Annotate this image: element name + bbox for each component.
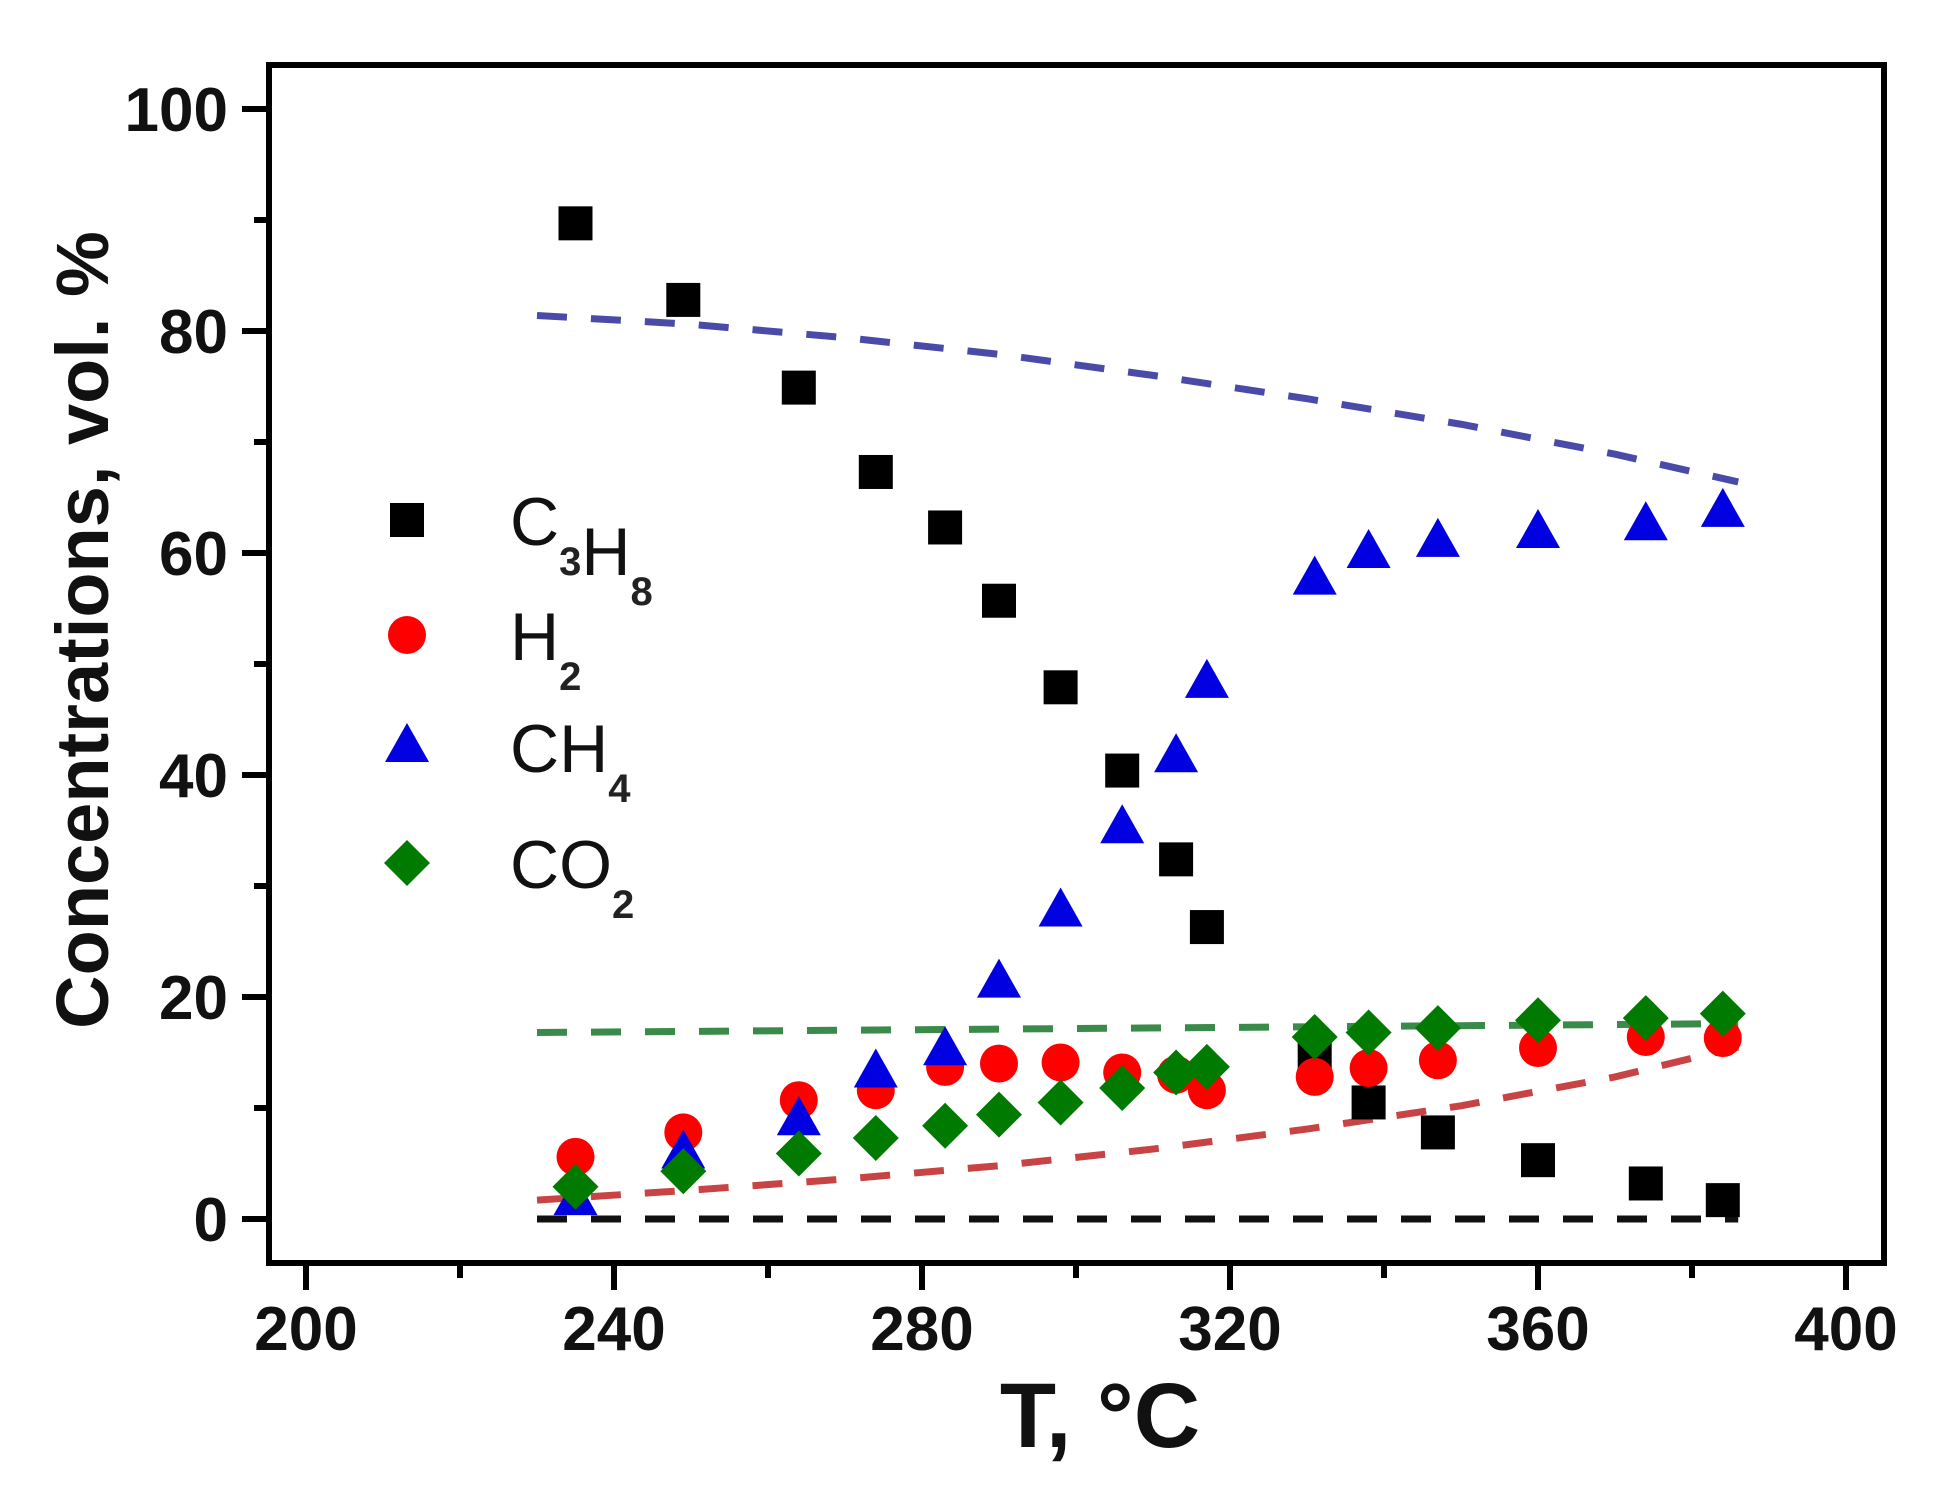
x-tick-label: 320 [1178, 1295, 1281, 1364]
legend-triangle-icon [385, 723, 429, 762]
circle-marker [1295, 1057, 1334, 1096]
x-tick-label: 360 [1486, 1295, 1589, 1364]
diamond-marker [1515, 997, 1561, 1044]
legend-label: H2 [510, 599, 581, 699]
square-marker [1521, 1143, 1555, 1178]
legend-diamond-icon [384, 840, 430, 886]
triangle-marker [1346, 529, 1391, 568]
circle-marker [1418, 1041, 1457, 1080]
triangle-marker [923, 1026, 968, 1066]
square-marker [1628, 1166, 1663, 1201]
legend-item-ch4: CH4 [385, 711, 631, 811]
triangle-marker [1292, 555, 1337, 595]
square-marker [928, 510, 963, 545]
diamond-marker [1622, 995, 1669, 1042]
triangle-marker [1516, 509, 1560, 549]
circle-marker [556, 1137, 595, 1176]
series-c3h8 [558, 206, 1740, 1218]
y-tick-label: 60 [159, 520, 228, 589]
y-tick-label: 100 [125, 76, 228, 145]
circle-marker [1349, 1049, 1388, 1088]
diamond-marker [976, 1091, 1022, 1138]
triangle-marker [1623, 501, 1668, 541]
legend-square-icon [390, 503, 424, 537]
circle-marker [1041, 1043, 1080, 1082]
legend-label: CH4 [510, 711, 631, 811]
y-tick-label: 0 [194, 1186, 228, 1255]
circle-marker [980, 1044, 1018, 1083]
square-marker [1159, 842, 1194, 877]
circle-marker [1703, 1019, 1742, 1058]
x-axis-title: T, °C [1000, 1365, 1200, 1467]
triangle-marker [776, 1096, 821, 1136]
legend-item-co2: CO2 [384, 827, 634, 927]
square-marker [1189, 910, 1224, 945]
data-markers [552, 206, 1746, 1218]
diamond-marker [660, 1148, 707, 1195]
x-tick-label: 400 [1794, 1295, 1897, 1364]
square-marker [666, 282, 701, 317]
square-marker [1705, 1183, 1740, 1218]
triangle-marker [1038, 887, 1083, 927]
diamond-marker [1183, 1043, 1230, 1090]
diamond-marker [922, 1102, 969, 1149]
square-marker [1043, 670, 1078, 705]
circle-marker [1187, 1071, 1226, 1110]
triangle-marker [853, 1048, 898, 1088]
diamond-marker [775, 1130, 822, 1177]
x-tick-label: 240 [562, 1295, 665, 1364]
diamond-marker [1037, 1079, 1084, 1126]
square-marker [982, 583, 1016, 618]
triangle-marker [977, 958, 1021, 998]
equilibrium-line-h2 [536, 1043, 1740, 1204]
square-marker [558, 206, 593, 241]
diamond-marker [1291, 1013, 1338, 1060]
y-tick-label: 20 [159, 964, 228, 1033]
diamond-marker [1699, 990, 1746, 1037]
diamond-marker [1414, 1005, 1461, 1052]
series-co2 [552, 990, 1746, 1210]
series-ch4 [553, 487, 1745, 1216]
triangle-marker [1184, 658, 1229, 698]
equilibrium-line-co2 [536, 1020, 1739, 1037]
diamond-marker [552, 1163, 599, 1210]
x-tick-label: 200 [254, 1295, 357, 1364]
triangle-marker [1700, 487, 1745, 527]
legend-item-h2: H2 [388, 599, 581, 699]
diamond-marker [1345, 1009, 1392, 1056]
square-marker [781, 370, 816, 405]
x-tick-label: 280 [870, 1295, 973, 1364]
x-axis-ticks: 200 240 280 320 360 400 [254, 1263, 1898, 1364]
square-marker [1420, 1115, 1455, 1150]
legend-label: C3H8 [510, 484, 653, 614]
legend-circle-icon [388, 616, 426, 654]
y-tick-label: 40 [159, 742, 228, 811]
y-tick-label: 80 [159, 298, 228, 367]
equilibrium-line-ch4 [536, 311, 1739, 486]
triangle-marker [1415, 517, 1460, 557]
diamond-marker [1153, 1049, 1200, 1096]
triangle-marker [1100, 804, 1145, 844]
y-axis-ticks: 0 20 40 60 80 100 [125, 76, 269, 1255]
diamond-marker [852, 1114, 899, 1161]
square-marker [1351, 1085, 1386, 1120]
circle-marker [1519, 1029, 1557, 1068]
diamond-marker [1099, 1065, 1146, 1112]
y-axis-title: Concentrations, vol. % [41, 231, 124, 1029]
legend-label: CO2 [510, 827, 634, 927]
triangle-marker [1154, 733, 1199, 773]
legend-item-c3h8: C3H8 [390, 484, 653, 614]
square-marker [1105, 753, 1140, 788]
square-marker [858, 454, 893, 489]
